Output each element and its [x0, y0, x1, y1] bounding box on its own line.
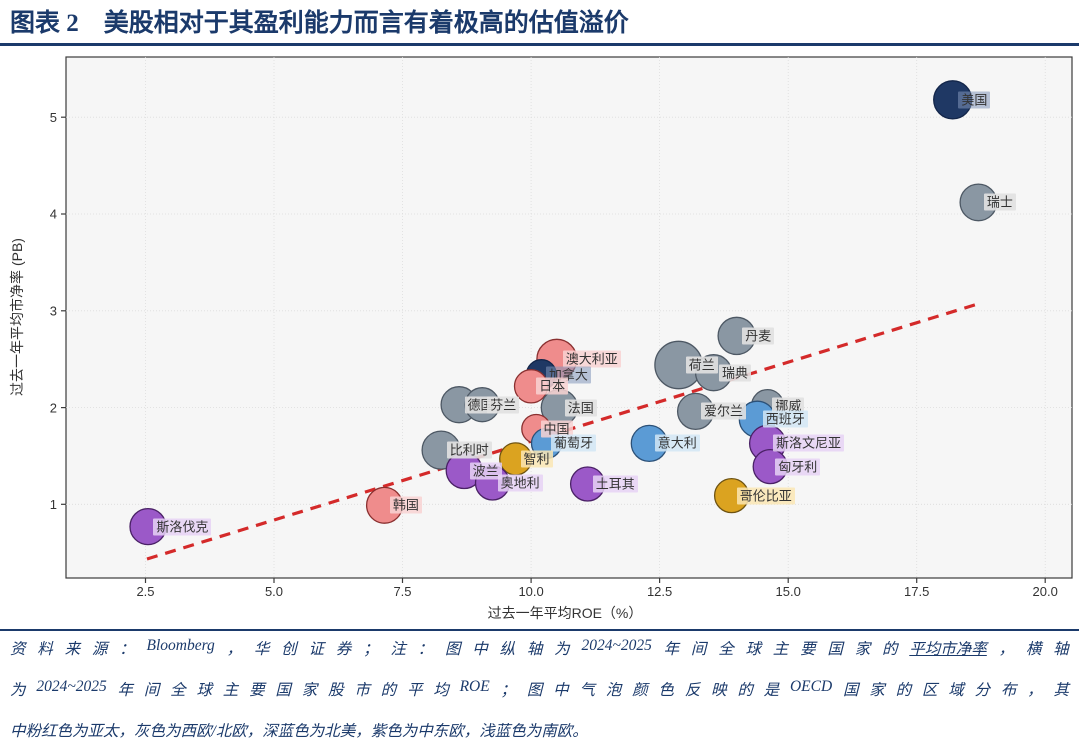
svg-text:过去一年平均ROE（%）: 过去一年平均ROE（%）	[488, 605, 643, 621]
svg-text:4: 4	[50, 207, 57, 222]
svg-text:3: 3	[50, 304, 57, 319]
svg-text:12.5: 12.5	[647, 584, 672, 599]
svg-text:7.5: 7.5	[393, 584, 411, 599]
svg-text:5.0: 5.0	[265, 584, 283, 599]
svg-text:5: 5	[50, 110, 57, 125]
svg-text:15.0: 15.0	[776, 584, 801, 599]
svg-text:过去一年平均市净率 (PB): 过去一年平均市净率 (PB)	[9, 238, 25, 396]
svg-text:10.0: 10.0	[518, 584, 543, 599]
svg-text:17.5: 17.5	[904, 584, 929, 599]
svg-text:2: 2	[50, 400, 57, 415]
svg-text:2.5: 2.5	[136, 584, 154, 599]
svg-text:20.0: 20.0	[1033, 584, 1058, 599]
svg-text:1: 1	[50, 497, 57, 512]
